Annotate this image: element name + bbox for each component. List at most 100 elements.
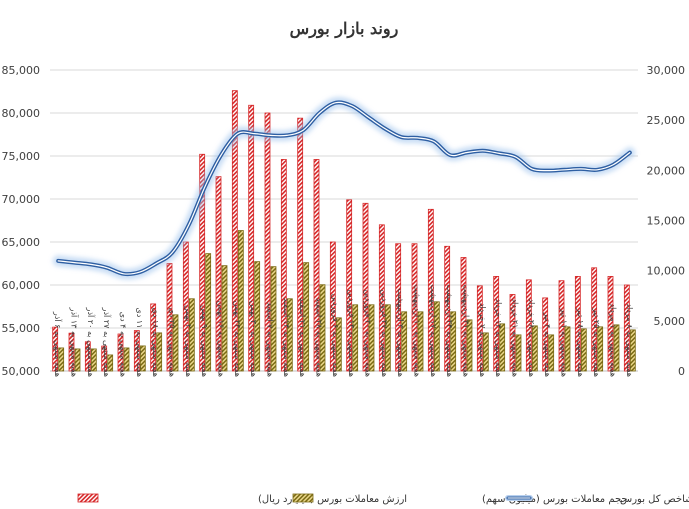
bar-volume [58, 347, 65, 372]
bar-volume [352, 304, 359, 372]
x-tick-label: هفته منتهی به ۲۸ خرداد [527, 299, 536, 377]
bar-volume [139, 345, 146, 372]
right-tick-label: 20,000 [647, 164, 686, 177]
right-tick-label: 30,000 [647, 64, 686, 77]
x-tick-label: هفته منتهی به ۲۳ بهمن [233, 301, 242, 377]
bar-value [280, 159, 287, 372]
x-tick-label: هفته منتهی به ۱۳ آذر [70, 307, 80, 377]
bar-value [558, 280, 565, 372]
bar-volume [123, 347, 130, 372]
legend-label-index: شاخص کل بورس [620, 494, 689, 505]
x-tick-label: هفته منتهی به ۱۳ فروردین [347, 289, 356, 377]
bar-value [52, 326, 59, 372]
legend-swatch-value [77, 493, 99, 503]
x-tick-label: هفته منتهی به ۲۰ فروردین [364, 289, 373, 377]
bar-volume [221, 265, 228, 372]
legend: ارزش معاملات بورس (میلیارد ریال) حجم معا… [77, 493, 689, 505]
bar-value [215, 176, 222, 372]
bar-value [591, 267, 598, 372]
bar-volume [254, 261, 261, 372]
legend-label-value: ارزش معاملات بورس (میلیارد ریال) [258, 494, 407, 505]
x-tick-label: هفته منتهی به ۲۷ آذر [102, 307, 112, 377]
bar-value [297, 117, 304, 372]
bar-value [264, 112, 271, 372]
bar-value [133, 330, 140, 372]
bar-value [476, 285, 483, 372]
bar-value [607, 275, 614, 372]
x-tick-label: هفته منتهی به ۹ بهمن [200, 305, 209, 377]
x-tick-label: هفته منتهی به ۱۸ تیر [576, 307, 585, 377]
legend-item-value: ارزش معاملات بورس (میلیارد ریال) [77, 493, 407, 505]
x-tick-label: هفته منتهی به ۲۵ تیر [592, 307, 601, 377]
bar-value [460, 257, 467, 372]
left-tick-label: 85,000 [2, 64, 41, 77]
bar-volume [580, 328, 587, 372]
bar-value [623, 284, 630, 372]
right-tick-label: 5,000 [654, 315, 686, 328]
bar-volume [319, 284, 326, 372]
left-tick-label: 50,000 [2, 365, 41, 378]
bar-volume [384, 304, 391, 372]
bar-value [427, 208, 434, 372]
bar-value [329, 241, 336, 372]
left-tick-label: 65,000 [2, 236, 41, 249]
x-tick-label: هفته منتهی به ۱۴ خرداد [494, 299, 503, 377]
bar-volume [368, 304, 375, 372]
bar-value [166, 263, 173, 372]
bar-value [248, 104, 255, 372]
x-tick-label: هفته منتهی به ۲۵ دی [168, 307, 177, 377]
bar-value [68, 332, 75, 372]
x-tick-label: هفته منتهی به ۱۶ بهمن [217, 301, 226, 377]
bar-volume [188, 298, 195, 372]
bar-volume [286, 298, 293, 372]
bar-volume [548, 334, 555, 372]
x-tick-label: هفته منتهی به ۱۱ دی [135, 307, 144, 377]
bar-volume [401, 311, 408, 372]
bar-volume [335, 317, 342, 372]
legend-item-volume: حجم معاملات بورس (میلیون سهم) [292, 493, 628, 505]
left-axis-ticks: 50,000 55,000 60,000 65,000 70,000 75,000 80,0… [2, 64, 41, 378]
x-tick-label: هفته منتهی به ۸ مرداد [625, 304, 634, 377]
bar-volume [613, 324, 620, 372]
bar-value [362, 202, 369, 372]
x-tick-label: هفته منتهی به ۴ دی [119, 312, 128, 377]
bar-volume [564, 326, 571, 372]
x-tick-label: هفته منتهی به ۷ خرداد [478, 303, 487, 377]
x-tick-label: هفته منتهی به ۳ اردیبهشت [396, 289, 405, 377]
gridlines [50, 69, 638, 372]
x-tick-label: هفته منتهی به ۱۷ اردیبهشت [429, 284, 438, 377]
x-tick-label: هفته منتهی به ۲۸ اسفند [315, 298, 324, 377]
chart-title: روند بازار بورس [290, 19, 399, 39]
legend-label-volume: حجم معاملات بورس (میلیون سهم) [482, 494, 628, 505]
bars [52, 90, 636, 372]
bar-value [150, 303, 157, 372]
x-tick-label: هفته منتهی به ۲۱ اسفند [298, 298, 307, 377]
x-tick-label: هفته منتهی به ۱۴ اسفند [282, 298, 291, 377]
bar-volume [205, 253, 212, 372]
bar-value [574, 275, 581, 372]
bar-volume [466, 319, 473, 372]
bar-value [313, 159, 320, 372]
left-tick-label: 55,000 [2, 322, 41, 335]
left-tick-label: 70,000 [2, 193, 41, 206]
bar-value [346, 199, 353, 372]
x-tick-label: هفته منتهی به ۲۴ اردیبهشت [445, 284, 454, 377]
x-tick-label: هفته منتهی به ۱۸ دی [151, 307, 160, 377]
right-axis-ticks: 0 5,000 10,000 15,000 20,000 25,000 30,000 [647, 64, 686, 378]
bar-volume [303, 262, 310, 372]
legend-swatch-volume [292, 493, 314, 503]
index-line-core [57, 101, 631, 275]
bar-value [411, 243, 418, 372]
right-tick-label: 15,000 [647, 215, 686, 228]
bar-volume [482, 332, 489, 372]
bar-volume [515, 334, 522, 372]
right-tick-label: 25,000 [647, 114, 686, 127]
bar-value [199, 153, 206, 372]
bar-volume [90, 348, 97, 372]
x-tick-label: هفته منتهی به ۷ اسفند [266, 302, 275, 377]
x-tick-label: هفته منتهی به ۲۱ خرداد [511, 299, 520, 377]
index-line [52, 96, 636, 280]
bar-value [84, 341, 91, 372]
